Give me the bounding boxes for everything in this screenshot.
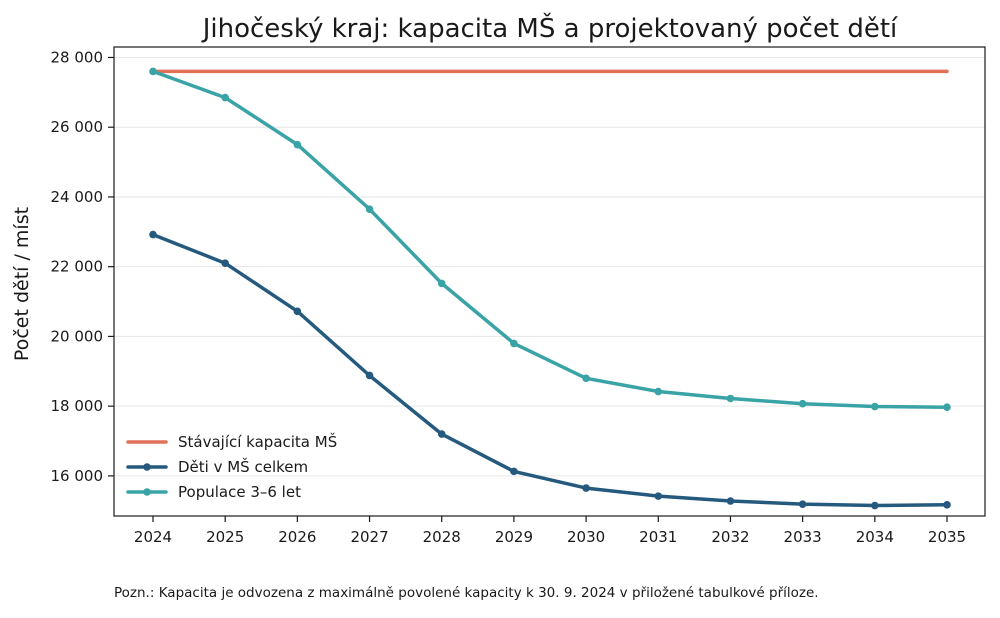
x-tick-label: 2030	[567, 528, 605, 546]
data-point-1	[726, 497, 735, 505]
x-tick-label: 2027	[350, 528, 388, 546]
x-axis-ticks: 2024 2025 2026 2027 2028 2029 2030 2031 2032 2033…	[134, 516, 966, 546]
series-line-1	[151, 232, 949, 508]
data-point-1	[871, 501, 879, 510]
data-point-2	[149, 67, 157, 76]
data-point-2	[654, 387, 663, 396]
x-tick-label: 2028	[423, 528, 461, 546]
footnote: Pozn.: Kapacita je odvozena z maximálně …	[114, 585, 819, 601]
data-point-1	[582, 484, 590, 492]
legend-label: Stávající kapacita MŠ	[178, 432, 337, 451]
legend-marker	[143, 463, 151, 471]
x-tick-label: 2034	[856, 528, 894, 546]
series-markers	[149, 67, 951, 510]
data-point-2	[943, 403, 951, 412]
y-axis-ticks: 16 000 18 000 20 000 22 000 24 000 26 000 28 0…	[51, 48, 114, 485]
y-tick-label: 22 000	[51, 258, 104, 276]
x-tick-label: 2033	[784, 528, 822, 546]
y-tick-label: 28 000	[51, 48, 104, 66]
data-point-1	[510, 467, 518, 476]
legend-label: Populace 3–6 let	[178, 483, 301, 501]
data-point-2	[582, 374, 590, 383]
legend: Stávající kapacita MŠ Děti v MŠ celkem Pop…	[126, 432, 337, 501]
data-point-1	[149, 230, 157, 239]
y-axis-label: Počet dětí / míst	[11, 207, 33, 361]
data-point-1	[293, 307, 302, 316]
grid-lines	[114, 56, 985, 477]
data-point-2	[437, 279, 446, 288]
data-point-2	[365, 205, 374, 213]
y-tick-label: 18 000	[51, 397, 104, 415]
legend-marker	[143, 488, 151, 496]
data-point-2	[726, 394, 735, 403]
data-point-2	[798, 399, 807, 408]
y-tick-label: 26 000	[51, 118, 104, 136]
data-point-1	[654, 492, 663, 500]
plot-frame	[113, 46, 986, 517]
data-point-2	[221, 93, 229, 102]
x-tick-label: 2026	[278, 528, 316, 546]
series-line-2	[151, 69, 949, 409]
x-tick-label: 2031	[639, 528, 677, 546]
y-tick-label: 24 000	[51, 188, 104, 206]
data-point-1	[798, 500, 807, 508]
x-tick-label: 2029	[495, 528, 533, 546]
data-point-1	[943, 501, 951, 509]
chart-title: Jihočeský kraj: kapacita MŠ a projektova…	[201, 12, 898, 44]
series-lines	[151, 69, 949, 508]
x-tick-label: 2032	[711, 528, 749, 546]
data-point-1	[365, 371, 374, 380]
data-point-2	[293, 140, 302, 149]
x-tick-label: 2025	[206, 528, 244, 546]
y-tick-label: 16 000	[51, 467, 104, 485]
data-point-2	[871, 402, 879, 411]
legend-label: Děti v MŠ celkem	[178, 457, 308, 476]
x-tick-label: 2035	[928, 528, 966, 546]
data-point-1	[437, 430, 446, 438]
x-tick-label: 2024	[134, 528, 172, 546]
data-point-2	[510, 339, 518, 348]
data-point-1	[221, 259, 229, 267]
y-tick-label: 20 000	[51, 327, 104, 345]
